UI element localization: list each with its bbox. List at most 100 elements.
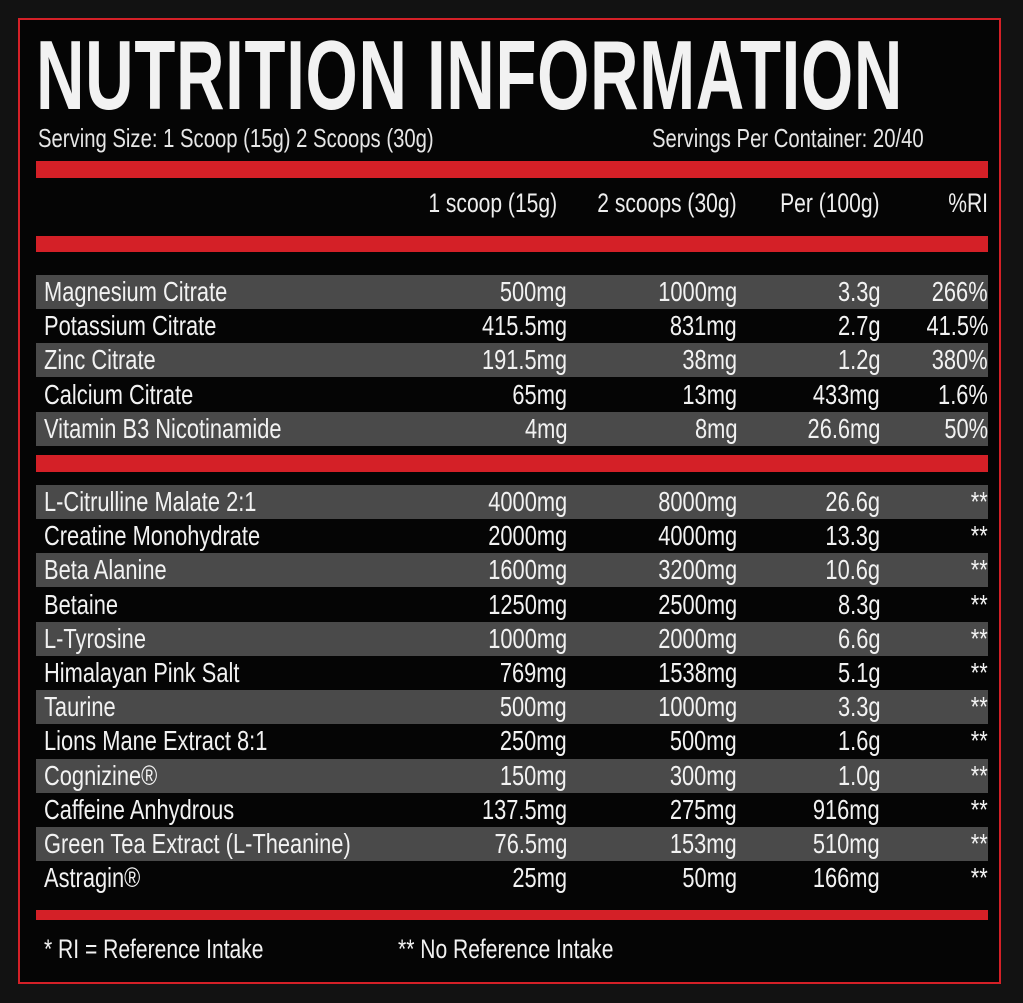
table-row: L-Tyrosine 1000mg 2000mg 6.6g ** [36,621,988,656]
amount-1-scoop: 250mg [500,725,567,757]
ingredient-name: L-Citrulline Malate 2:1 [44,486,257,517]
percent-ri: 41.5% [926,310,988,342]
ingredient-name: Potassium Citrate [44,310,217,342]
percent-ri: ** [970,691,988,723]
amount-2-scoops: 50mg [682,862,737,894]
amount-1-scoop: 500mg [500,276,567,307]
ingredient-name: Betaine [44,588,119,620]
amount-2-scoops: 3200mg [658,554,737,586]
amount-per-100g: 26.6mg [807,412,880,444]
amount-per-100g: 1.2g [837,344,880,376]
table-row: Betaine 1250mg 2500mg 8.3g ** [36,588,988,622]
percent-ri: ** [970,759,988,791]
amount-2-scoops: 831mg [670,310,737,342]
amount-1-scoop: 76.5mg [494,828,567,859]
ingredient-name: Astragin® [44,862,141,894]
table-row: L-Citrulline Malate 2:1 4000mg 8000mg 26.6g… [36,485,988,519]
amount-per-100g: 10.6g [825,554,880,586]
amount-1-scoop: 500mg [500,691,567,723]
percent-ri: ** [970,725,988,757]
amount-1-scoop: 137.5mg [482,793,567,825]
percent-ri: 50% [944,412,988,444]
amount-per-100g: 3.3g [837,691,880,723]
amount-1-scoop: 191.5mg [482,344,567,376]
table-row: Magnesium Citrate 500mg 1000mg 3.3g 266% [36,275,988,309]
column-header-ri: %RI [948,188,988,218]
ingredient-name: Calcium Citrate [44,378,194,410]
amount-1-scoop: 65mg [512,378,567,410]
divider-bar [36,236,988,252]
amount-2-scoops: 153mg [670,828,737,859]
percent-ri: ** [970,520,988,552]
table-row: Himalayan Pink Salt 769mg 1538mg 5.1g ** [36,656,988,690]
amount-per-100g: 433mg [813,378,880,410]
table-row: Taurine 500mg 1000mg 3.3g ** [36,690,988,725]
ingredient-name: Lions Mane Extract 8:1 [44,725,268,757]
table-row: Lions Mane Extract 8:1 250mg 500mg 1.6g ** [36,724,988,758]
table-row: Creatine Monohydrate 2000mg 4000mg 13.3g ** [36,519,988,553]
ingredient-name: Himalayan Pink Salt [44,657,240,688]
amount-2-scoops: 1000mg [658,691,737,723]
table-row: Green Tea Extract (L-Theanine) 76.5mg 153m… [36,827,988,861]
amount-2-scoops: 1538mg [658,657,737,688]
amount-2-scoops: 4000mg [658,520,737,552]
amount-2-scoops: 1000mg [658,276,737,307]
page-title: NUTRITION INFORMATION [36,20,904,130]
ingredient-name: Taurine [44,691,116,723]
amount-2-scoops: 500mg [670,725,737,757]
column-header-1-scoop: 1 scoop (15g) [428,188,557,218]
percent-ri: ** [970,554,988,586]
amount-1-scoop: 2000mg [488,520,567,552]
amount-per-100g: 916mg [813,793,880,825]
amount-1-scoop: 1250mg [488,588,567,620]
ingredient-name: Zinc Citrate [44,344,156,376]
serving-size: Serving Size: 1 Scoop (15g) 2 Scoops (30… [38,123,434,153]
amount-1-scoop: 4mg [524,412,567,444]
servings-per-container: Servings Per Container: 20/40 [652,123,924,153]
table-row: Calcium Citrate 65mg 13mg 433mg 1.6% [36,378,988,412]
amount-2-scoops: 2000mg [658,622,737,654]
percent-ri: ** [970,862,988,894]
amount-1-scoop: 150mg [500,759,567,791]
amount-2-scoops: 13mg [682,378,737,410]
divider-bar [36,910,988,920]
percent-ri: 266% [932,276,988,307]
ingredient-name: Green Tea Extract (L-Theanine) [44,828,351,859]
amount-per-100g: 166mg [813,862,880,894]
amount-1-scoop: 415.5mg [482,310,567,342]
amount-2-scoops: 38mg [682,344,737,376]
table-row: Cognizine® 150mg 300mg 1.0g ** [36,758,988,793]
amount-1-scoop: 25mg [512,862,567,894]
table-row: Vitamin B3 Nicotinamide 4mg 8mg 26.6mg 50% [36,411,988,446]
amount-2-scoops: 2500mg [658,588,737,620]
ingredient-name: Cognizine® [44,759,158,791]
amount-per-100g: 1.6g [837,725,880,757]
amount-per-100g: 13.3g [825,520,880,552]
amount-1-scoop: 1000mg [488,622,567,654]
amount-per-100g: 8.3g [837,588,880,620]
footnote-ri: * RI = Reference Intake [44,934,264,964]
table-row: Astragin® 25mg 50mg 166mg ** [36,861,988,895]
amount-per-100g: 5.1g [837,657,880,688]
ingredient-name: Vitamin B3 Nicotinamide [44,412,282,444]
table-row: Beta Alanine 1600mg 3200mg 10.6g ** [36,553,988,588]
ingredient-name: L-Tyrosine [44,622,146,654]
divider-bar [36,455,988,472]
percent-ri: 380% [932,344,988,376]
footnote-no-ri: ** No Reference Intake [398,934,614,964]
table-row: Caffeine Anhydrous 137.5mg 275mg 916mg ** [36,793,988,827]
ingredient-name: Beta Alanine [44,554,167,586]
amount-2-scoops: 8000mg [658,486,737,517]
ingredient-name: Magnesium Citrate [44,276,228,307]
amount-per-100g: 3.3g [837,276,880,307]
amount-per-100g: 26.6g [825,486,880,517]
percent-ri: ** [970,486,988,517]
percent-ri: ** [970,622,988,654]
amount-per-100g: 2.7g [837,310,880,342]
amount-2-scoops: 300mg [670,759,737,791]
amount-1-scoop: 4000mg [488,486,567,517]
amount-per-100g: 6.6g [837,622,880,654]
percent-ri: 1.6% [938,378,988,410]
divider-bar [36,161,988,178]
percent-ri: ** [970,793,988,825]
